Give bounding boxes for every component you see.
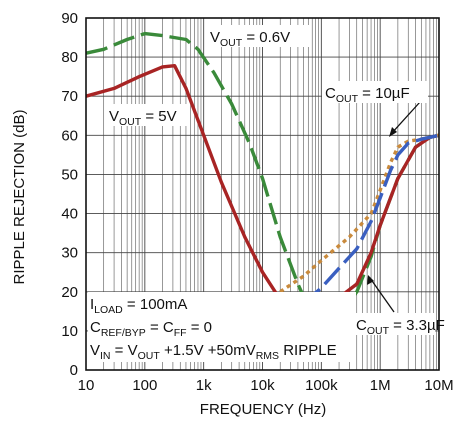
y-tick-label: 20: [61, 284, 78, 301]
y-tick-label: 70: [61, 88, 78, 105]
label-vout-5: VOUT = 5V: [109, 108, 177, 128]
label-bg-vout06: [207, 25, 310, 47]
label-bg-vout5: [106, 104, 190, 126]
x-tick-label: 10: [78, 377, 95, 394]
x-tick-label: 10M: [424, 377, 453, 394]
y-axis-title: RIPPLE REJECTION (dB): [11, 109, 28, 284]
y-tick-label: 50: [61, 166, 78, 183]
arrowhead-cout-10: [389, 127, 397, 137]
x-tick-label: 10k: [250, 377, 275, 394]
x-tick-label: 1M: [370, 377, 391, 394]
x-tick-label: 100k: [305, 377, 338, 394]
x-axis-title: FREQUENCY (Hz): [200, 401, 326, 418]
label-iload: ILOAD = 100mA: [90, 296, 187, 316]
arrow-cout-33: [369, 277, 395, 313]
arrow-cout-10: [390, 101, 421, 135]
label-cout-33: COUT = 3.3µF: [356, 317, 445, 337]
x-tick-label: 100: [132, 377, 157, 394]
y-tick-label: 30: [61, 245, 78, 262]
series-line-3: [279, 133, 440, 294]
y-tick-label: 40: [61, 206, 78, 223]
y-tick-label: 80: [61, 49, 78, 66]
y-tick-label: 10: [61, 323, 78, 340]
arrowhead-cout-33: [367, 275, 374, 285]
label-cout-10: COUT = 10µF: [325, 85, 410, 105]
x-tick-label: 1k: [196, 377, 212, 394]
label-bg-cout10: [322, 81, 428, 103]
label-vout-06: VOUT = 0.6V: [210, 29, 290, 49]
plot-frame: [85, 17, 440, 371]
label-bg-cout33: [355, 313, 435, 335]
annotation-arrows: [367, 101, 421, 313]
series-line-4: [300, 133, 440, 302]
label-bg-conditions: [88, 292, 356, 362]
y-tick-label: 90: [61, 10, 78, 27]
label-cref: CREF/BYP = CFF = 0: [90, 319, 212, 339]
y-tick-label: 60: [61, 127, 78, 144]
label-vin: VIN = VOUT +1.5V +50mVRMS RIPPLE: [90, 342, 337, 362]
y-tick-label: 0: [70, 362, 78, 379]
series-lines: [85, 31, 440, 321]
